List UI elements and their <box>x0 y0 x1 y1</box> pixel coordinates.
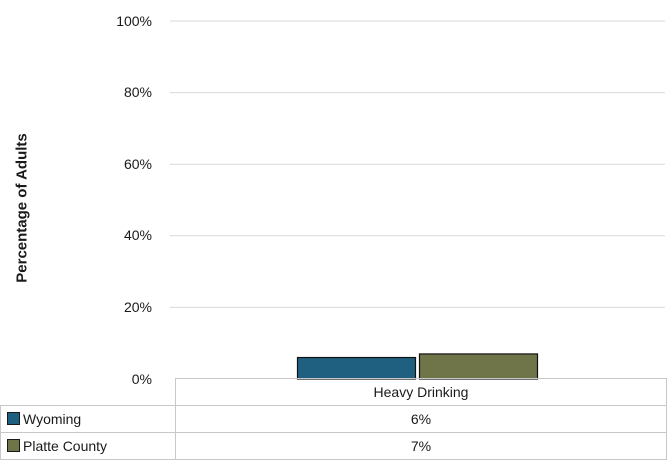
legend-label: Wyoming <box>23 411 82 427</box>
y-tick-label: 20% <box>123 299 152 315</box>
data-table-row: Platte County 7% <box>0 432 667 460</box>
y-tick-label: 60% <box>123 156 152 172</box>
data-table-row: Wyoming 6% <box>0 405 667 433</box>
data-label: 7% <box>175 432 667 460</box>
bar-platte-county <box>418 353 539 380</box>
legend-label: Platte County <box>23 438 108 454</box>
y-axis-label: Percentage of Adults <box>13 133 31 283</box>
legend-swatch <box>7 439 20 452</box>
data-table: Heavy Drinking Wyoming 6% Platte County … <box>0 378 667 460</box>
y-tick-label: 80% <box>123 84 152 100</box>
y-axis-label-container: Percentage of Adults <box>10 98 34 318</box>
category-label: Heavy Drinking <box>175 378 667 406</box>
data-label: 6% <box>175 405 667 433</box>
legend-entry-platte-county: Platte County <box>0 432 176 460</box>
bars <box>296 353 539 380</box>
gridlines <box>170 20 665 308</box>
data-table-header-row: Heavy Drinking <box>0 378 667 406</box>
data-table-corner <box>0 378 176 406</box>
y-tick-label: 40% <box>123 227 152 243</box>
legend-swatch <box>7 412 20 425</box>
bar-wyoming <box>296 356 417 380</box>
legend-entry-wyoming: Wyoming <box>0 405 176 433</box>
y-tick-label: 100% <box>116 13 152 29</box>
